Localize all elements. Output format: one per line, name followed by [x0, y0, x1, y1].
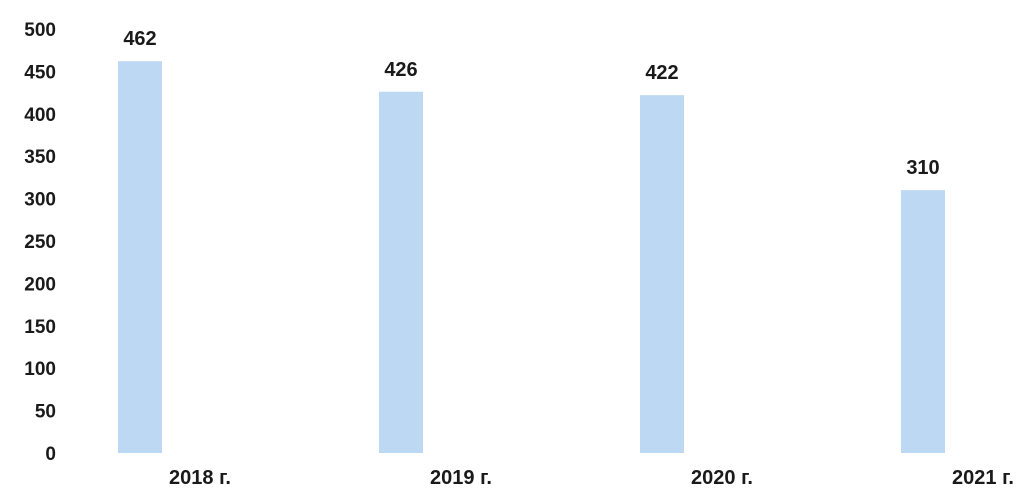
y-tick-label: 100 — [24, 359, 56, 380]
y-tick-label: 500 — [24, 20, 56, 41]
bar — [379, 91, 423, 453]
y-tick-label: 350 — [24, 147, 56, 168]
y-tick-label: 250 — [24, 232, 56, 253]
data-labels: 462 426 422 310 — [123, 28, 939, 179]
y-tick-label: 150 — [24, 317, 56, 338]
bars — [118, 61, 945, 454]
bar-value-label: 462 — [123, 28, 156, 50]
y-tick-label: 450 — [24, 62, 56, 83]
y-tick-label: 300 — [24, 190, 56, 211]
x-axis: 2018 г. 2019 г. 2020 г. 2021 г. — [169, 467, 1014, 489]
y-tick-label: 400 — [24, 105, 56, 126]
bar-value-label: 310 — [906, 157, 939, 179]
x-category-label: 2020 г. — [691, 467, 753, 489]
bar-value-label: 422 — [645, 62, 678, 84]
bar — [640, 95, 684, 454]
bar — [901, 190, 945, 453]
x-category-label: 2018 г. — [169, 467, 231, 489]
x-category-label: 2021 г. — [952, 467, 1014, 489]
y-tick-label: 200 — [24, 274, 56, 295]
y-axis: 0 50 100 150 200 250 300 350 400 450 500 — [24, 20, 56, 465]
y-tick-label: 0 — [45, 444, 56, 465]
y-tick-label: 50 — [35, 402, 56, 423]
bar — [118, 61, 162, 453]
x-category-label: 2019 г. — [430, 467, 492, 489]
bar-value-label: 426 — [384, 59, 417, 81]
